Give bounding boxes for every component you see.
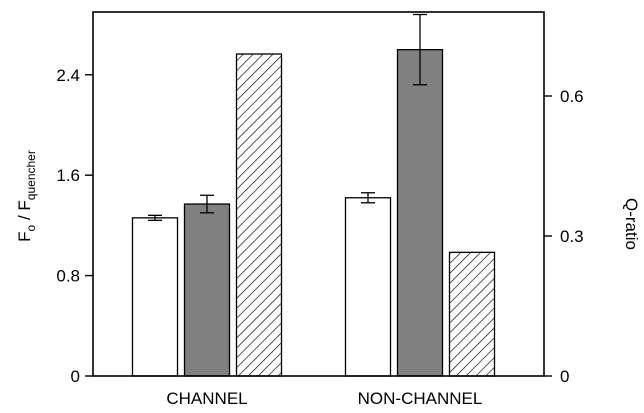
error-bars-layer [148, 13, 427, 222]
bar-non-channel-series-3 [448, 251, 496, 377]
ticks-layer: CHANNEL NON-CHANNEL 0 0.8 1.6 2.4 0 0.3 0.6 [56, 66, 583, 408]
bar-channel-series-3 [235, 53, 283, 377]
left-axis-title-sub2: quencher [24, 150, 38, 200]
left-axis-tick-label: 2.4 [56, 66, 80, 85]
left-axis-tick-label: 1.6 [56, 166, 80, 185]
x-tick-label-channel: CHANNEL [166, 389, 247, 408]
left-axis-title-mid: / F [15, 200, 34, 225]
bar-non-channel-series-1 [344, 197, 392, 377]
left-axis-title: Fo / Fquencher [15, 150, 38, 242]
left-axis-tick-label: 0 [71, 367, 80, 386]
bar-non-channel-series-2 [396, 49, 444, 377]
left-axis-tick-label: 0.8 [56, 267, 80, 286]
bar-channel-series-1 [131, 217, 179, 377]
right-axis-tick-label: 0.3 [560, 227, 584, 246]
x-tick-label-non-channel: NON-CHANNEL [358, 389, 483, 408]
plot-frame [92, 11, 545, 377]
right-axis-title: Q-ratio [622, 198, 641, 250]
bar-channel-series-2 [183, 203, 231, 377]
left-axis-title-sub1: o [24, 224, 38, 231]
bars-layer [131, 49, 496, 377]
right-axis-tick-label: 0.6 [560, 87, 584, 106]
right-axis-tick-label: 0 [560, 367, 569, 386]
